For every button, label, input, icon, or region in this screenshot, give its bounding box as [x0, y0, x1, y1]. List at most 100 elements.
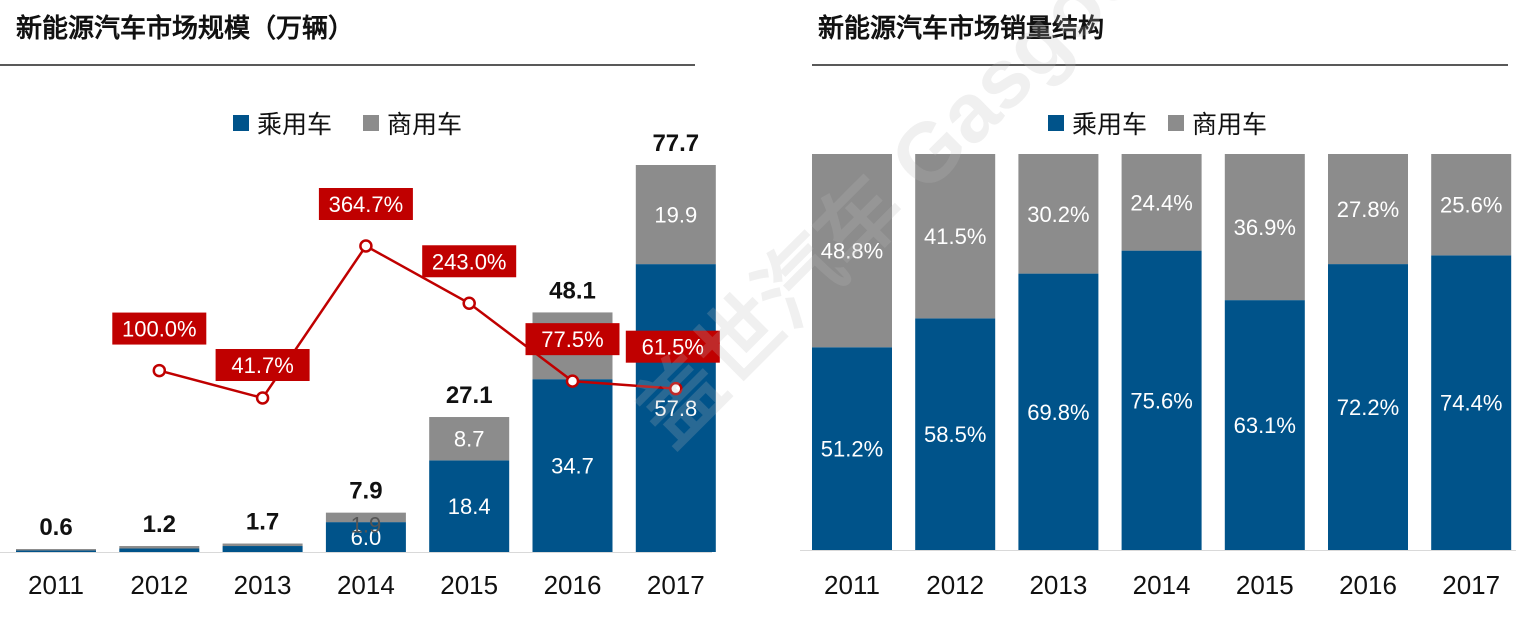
growth-value-label: 364.7%	[329, 192, 404, 217]
growth-point	[669, 381, 683, 396]
growth-label-box	[112, 312, 207, 345]
total-label: 1.2	[143, 511, 176, 538]
x-tick-label: 2015	[440, 570, 498, 600]
legend-commercial-swatch-right	[1168, 115, 1184, 131]
x-tick-label: 2016	[1339, 570, 1397, 600]
x-tick-label: 2017	[1442, 570, 1500, 600]
total-label: 48.1	[549, 277, 596, 304]
legend-commercial-label-right: 商用车	[1192, 110, 1267, 139]
x-tick-label: 2013	[1029, 570, 1087, 600]
share-bar-commercial	[812, 154, 892, 348]
bar-passenger	[635, 264, 716, 552]
share-bar-commercial	[1018, 154, 1099, 274]
passenger-value-label: 57.8	[654, 396, 697, 421]
legend-commercial-label: 商用车	[387, 110, 462, 139]
x-tick-label: 2017	[647, 570, 705, 600]
share-bar-commercial	[1224, 154, 1305, 301]
share-bar-passenger	[812, 347, 892, 550]
share-bar-commercial	[1431, 154, 1512, 256]
total-label: 0.6	[39, 514, 72, 541]
share-bar-passenger	[1121, 250, 1202, 550]
bar-passenger	[16, 550, 96, 552]
share-bar-passenger	[1018, 273, 1099, 550]
growth-point	[462, 296, 476, 311]
growth-point	[359, 239, 373, 253]
bar-commercial	[16, 549, 96, 551]
left-chart-title: 新能源汽车市场规模（万辆）	[16, 14, 355, 44]
share-passenger-label: 63.1%	[1234, 413, 1296, 438]
x-tick-label: 2011	[28, 570, 84, 600]
growth-label-box	[422, 245, 517, 278]
growth-value-label: 41.7%	[231, 353, 293, 378]
growth-value-label: 77.5%	[541, 327, 603, 352]
passenger-value-label: 6.0	[351, 525, 382, 550]
total-label: 1.7	[246, 509, 279, 536]
x-tick-label: 2014	[1133, 570, 1191, 600]
share-bar-passenger	[1328, 264, 1408, 550]
left-legend: 乘用车 商用车	[233, 110, 462, 139]
commercial-value-label: 8.7	[454, 427, 485, 452]
share-bar-passenger	[1431, 255, 1512, 550]
legend-passenger-label-right: 乘用车	[1072, 110, 1147, 139]
legend-passenger-swatch	[233, 115, 249, 131]
growth-value-label: 100.0%	[122, 317, 197, 342]
commercial-value-label: 19.9	[654, 203, 697, 228]
x-tick-label: 2012	[130, 570, 188, 600]
share-bar-commercial	[915, 154, 996, 319]
share-passenger-label: 74.4%	[1440, 391, 1502, 416]
x-tick-label: 2016	[544, 570, 602, 600]
growth-value-label: 243.0%	[432, 249, 507, 274]
bar-passenger	[532, 379, 613, 552]
commercial-value-label: 1.9	[351, 513, 382, 538]
bar-passenger	[429, 460, 510, 552]
growth-point	[152, 363, 167, 378]
x-tick-label: 2011	[824, 570, 880, 600]
share-bar-passenger	[915, 318, 996, 550]
total-label: 7.9	[349, 478, 382, 505]
growth-label-box	[525, 323, 620, 356]
share-commercial-label: 25.6%	[1440, 193, 1502, 218]
left-title-divider	[0, 64, 695, 66]
bar-commercial	[429, 417, 510, 461]
share-bar-passenger	[1224, 300, 1305, 550]
right-title-divider	[812, 64, 1508, 66]
share-commercial-label: 48.8%	[821, 239, 883, 264]
share-commercial-label: 24.4%	[1130, 190, 1192, 215]
share-commercial-label: 36.9%	[1234, 215, 1296, 240]
bar-commercial	[222, 543, 303, 547]
x-tick-label: 2012	[926, 570, 984, 600]
growth-label-box	[215, 349, 310, 381]
growth-label-box	[318, 188, 413, 220]
bar-passenger	[325, 522, 406, 552]
x-tick-label: 2014	[337, 570, 395, 600]
growth-line	[158, 244, 676, 400]
x-tick-label: 2013	[234, 570, 292, 600]
share-passenger-label: 58.5%	[924, 422, 986, 447]
legend-passenger-label: 乘用车	[257, 110, 332, 139]
share-commercial-label: 30.2%	[1027, 202, 1089, 227]
share-commercial-label: 41.5%	[924, 224, 986, 249]
legend-commercial-swatch	[363, 115, 379, 131]
share-passenger-label: 51.2%	[821, 437, 883, 462]
right-legend: 乘用车 商用车	[1048, 110, 1267, 139]
growth-point	[255, 391, 270, 405]
share-passenger-label: 69.8%	[1027, 400, 1089, 425]
legend-passenger-swatch-right	[1048, 115, 1064, 131]
left-chart: 0.6 2011 1.2 2012 1.7 2013 6.01.9 7.9 2014 18.4 8.…	[0, 130, 720, 600]
bar-passenger	[222, 546, 303, 552]
growth-point	[565, 374, 580, 388]
share-passenger-label: 75.6%	[1130, 388, 1192, 413]
share-passenger-label: 72.2%	[1337, 395, 1399, 420]
growth-value-label: 61.5%	[642, 335, 704, 360]
bar-commercial	[325, 512, 406, 523]
passenger-value-label: 34.7	[551, 454, 594, 479]
share-bar-commercial	[1121, 154, 1202, 251]
bar-passenger	[119, 548, 200, 552]
growth-label-box	[625, 330, 720, 363]
right-chart: 51.2% 48.8% 2011 58.5% 41.5% 2012 69.8% 30.2% 20…	[800, 154, 1516, 600]
x-tick-label: 2015	[1236, 570, 1294, 600]
share-commercial-label: 27.8%	[1337, 197, 1399, 222]
passenger-value-label: 18.4	[448, 494, 491, 519]
right-chart-title: 新能源汽车市场销量结构	[818, 14, 1105, 44]
